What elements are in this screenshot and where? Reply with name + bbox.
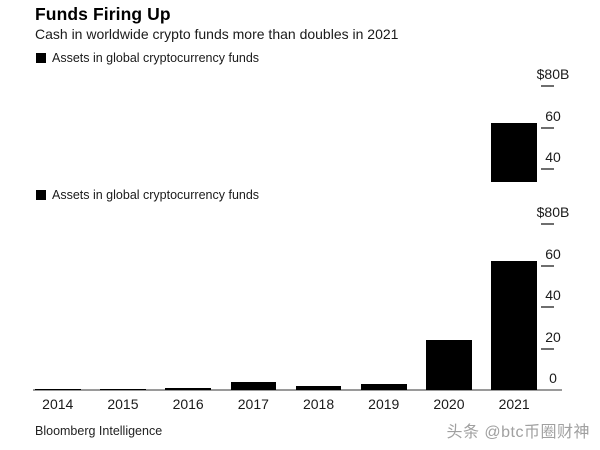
y-tick-mark-40 (541, 306, 554, 308)
chart-top-cropped: 201420152016201720182019202020210204060$… (0, 60, 600, 182)
bar-2015 (100, 389, 146, 390)
y-tick-mark-20 (541, 347, 554, 350)
x-tick-label-2019: 2019 (368, 396, 400, 410)
y-tick-label-80: $80B (536, 205, 570, 220)
bar-2018 (295, 386, 342, 390)
legend-swatch-icon (36, 190, 46, 200)
source-label: Bloomberg Intelligence (35, 424, 163, 438)
x-tick-label-2016: 2016 (172, 396, 204, 410)
y-tick-mark-40 (541, 168, 554, 170)
y-tick-label-0: 0 (549, 370, 557, 386)
watermark: 头条 @btc币圈财神 (446, 424, 590, 441)
page-title: Funds Firing Up (35, 4, 171, 24)
bar-2020 (426, 340, 472, 390)
legend-swatch-icon (36, 53, 46, 63)
legend-top: Assets in global cryptocurrency funds (36, 51, 259, 65)
x-tick-label-2021: 2021 (498, 396, 530, 410)
x-tick-label-2018: 2018 (302, 396, 335, 410)
bar-2021 (491, 123, 537, 182)
x-tick-label-2020: 2020 (433, 396, 465, 410)
y-tick-mark-80 (541, 223, 554, 225)
bar-2019 (361, 384, 407, 390)
bar-2021 (491, 261, 537, 390)
y-tick-label-60: 60 (545, 107, 561, 124)
bar-2017 (230, 382, 277, 390)
chart-bottom-full: 2014 2015 2016 2017 2018 2019 2020 2021 0 20 40 60 $… (0, 205, 600, 410)
y-tick-label-20: 20 (545, 328, 561, 345)
page-subtitle: Cash in worldwide crypto funds more than… (35, 26, 399, 42)
x-tick-label-2017: 2017 (237, 396, 269, 410)
y-tick-label-60: 60 (545, 245, 561, 262)
legend-bottom: Assets in global cryptocurrency funds (36, 188, 259, 202)
y-tick-mark-80 (541, 85, 554, 87)
y-tick-mark-60 (541, 126, 554, 129)
x-tick-label-2015: 2015 (107, 396, 139, 410)
x-axis-line (33, 389, 562, 391)
legend-top-label: Assets in global cryptocurrency funds (52, 51, 260, 65)
bar-2014 (35, 389, 81, 390)
x-tick-label-2014: 2014 (42, 396, 74, 410)
y-tick-label-40: 40 (545, 287, 561, 303)
y-tick-label-40: 40 (545, 149, 561, 165)
legend-bottom-label: Assets in global cryptocurrency funds (52, 188, 260, 202)
y-tick-mark-60 (541, 264, 554, 267)
bar-2016 (165, 388, 211, 390)
y-tick-label-80: $80B (536, 66, 570, 82)
